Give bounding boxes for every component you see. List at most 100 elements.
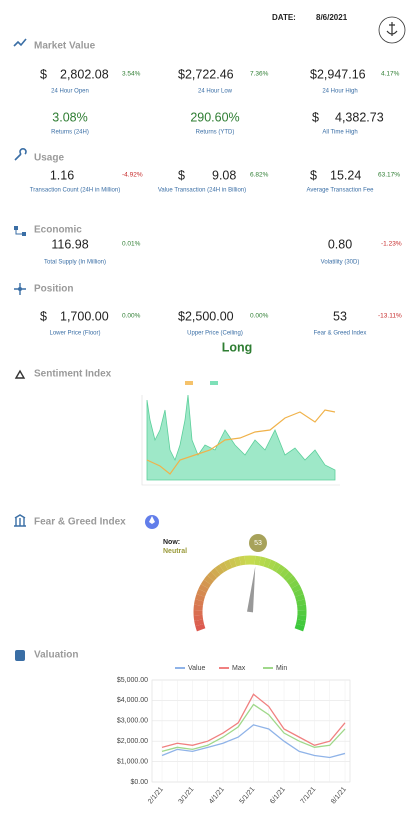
gauge-arc <box>202 586 204 590</box>
stat-value: $2,722.46 <box>178 67 234 81</box>
stat-change: 4.17% <box>381 71 400 78</box>
stat-value: 2,802.08 <box>60 67 109 81</box>
y-tick-label: $4,000.00 <box>117 697 148 704</box>
stat-change: 3.54% <box>122 71 141 78</box>
section-title: Sentiment Index <box>34 369 112 380</box>
now-status: Neutral <box>163 548 187 555</box>
gauge-arc <box>199 596 200 601</box>
x-tick-label: 8/1/21 <box>330 786 348 805</box>
stat-label: Value Transaction (24H in Billion) <box>158 188 246 194</box>
gauge-arc <box>200 625 201 630</box>
currency: $ <box>178 168 185 182</box>
stat-change: 0.00% <box>122 313 141 320</box>
legend-label: Min <box>276 665 287 672</box>
gauge-arc <box>299 596 300 601</box>
gauge-arc <box>265 562 270 564</box>
gauge-arc <box>210 575 213 579</box>
gauge-arc <box>205 582 208 586</box>
stat-value: 9.08 <box>212 168 236 182</box>
x-tick-label: 2/1/21 <box>147 786 165 805</box>
stat-change: -13.11% <box>378 313 402 320</box>
stat-change: 63.17% <box>378 172 400 179</box>
x-tick-label: 5/1/21 <box>239 786 257 805</box>
gauge-arc <box>290 578 293 582</box>
stat-label: Lower Price (Floor) <box>49 331 100 337</box>
stat-label: Volatility (30D) <box>321 260 360 266</box>
x-tick-label: 7/1/21 <box>300 786 318 805</box>
stat-change: -4.92% <box>122 172 143 179</box>
section-title: Valuation <box>34 650 78 661</box>
gauge-arc <box>199 620 200 625</box>
gauge-arc <box>295 586 297 590</box>
gauge-arc <box>235 561 240 562</box>
gauge-value: 53 <box>254 540 262 547</box>
stat-label: 24 Hour High <box>322 89 357 95</box>
stat-value: 1,700.00 <box>60 309 109 323</box>
valuation-chart: $0.00$1,000.00$2,000.00$3,000.00$4,000.0… <box>117 665 350 806</box>
gauge-arc <box>198 600 199 605</box>
stat-label: Average Transaction Fee <box>307 188 375 194</box>
currency: $ <box>40 67 47 81</box>
logo <box>379 17 405 43</box>
signal: Long <box>222 340 253 354</box>
gauge-arc <box>293 582 296 586</box>
stat-label: Total Supply (In Million) <box>44 260 106 266</box>
x-tick-label: 3/1/21 <box>178 786 196 805</box>
stat-value: 53 <box>333 309 347 323</box>
y-tick-label: $1,000.00 <box>117 758 148 765</box>
gauge-arc <box>282 571 286 574</box>
stat-value: 116.98 <box>51 237 88 251</box>
y-tick-label: $2,000.00 <box>117 738 148 745</box>
date-label: DATE: <box>272 13 296 22</box>
stat-change: 0.01% <box>122 241 141 248</box>
x-tick-label: 6/1/21 <box>269 786 287 805</box>
gauge-arc <box>301 615 302 620</box>
stat-label: Transaction Count (24H in Million) <box>30 188 120 194</box>
gauge-arc <box>226 564 231 566</box>
gauge-arc <box>301 600 302 605</box>
gauge-arc <box>231 562 236 564</box>
stat-value: 1.16 <box>50 168 74 182</box>
stat-change: -1.23% <box>381 241 402 248</box>
gauge-needle <box>247 566 255 612</box>
plot-area <box>152 680 350 782</box>
stat-change: 6.82% <box>250 172 269 179</box>
gauge-arc <box>298 591 300 596</box>
stat-label: Returns (YTD) <box>196 130 235 136</box>
section-title: Usage <box>34 153 64 164</box>
y-tick-label: $0.00 <box>130 779 148 786</box>
stat-change: 7.36% <box>250 71 269 78</box>
gauge-arc <box>214 571 218 574</box>
gauge-arc <box>269 564 274 566</box>
stat-label: 24 Hour Open <box>51 89 89 95</box>
now-label: Now: <box>163 539 180 546</box>
stat-value: 0.80 <box>328 237 352 251</box>
legend-label: Max <box>232 665 246 672</box>
stat-value: 4,382.73 <box>335 110 384 124</box>
gauge: Now: Neutral 53 <box>163 534 302 630</box>
gauge-arc <box>278 568 282 571</box>
stat-label: 24 Hour Low <box>198 89 233 95</box>
gauge-arc <box>300 620 301 625</box>
gauge-arc <box>201 591 203 596</box>
gauge-arc <box>207 578 210 582</box>
stat-label: Returns (24H) <box>51 130 89 136</box>
gauge-arc <box>274 566 278 569</box>
gauge-arc <box>299 625 300 630</box>
stat-value: 3.08% <box>52 110 87 124</box>
gauge-arc <box>286 575 289 579</box>
stat-change: 0.00% <box>250 313 269 320</box>
currency: $ <box>40 309 47 323</box>
gauge-arc <box>240 560 245 561</box>
section-title: Position <box>34 284 73 295</box>
stat-value: $2,947.16 <box>310 67 366 81</box>
stat-value: 290.60% <box>190 110 239 124</box>
stat-value: $2,500.00 <box>178 309 234 323</box>
section-title: Market Value <box>34 41 96 52</box>
date: 8/6/2021 <box>316 13 348 22</box>
currency: $ <box>312 110 319 124</box>
legend-label: Value <box>188 665 205 672</box>
gauge-arc <box>255 560 260 561</box>
y-tick-label: $5,000.00 <box>117 677 148 684</box>
